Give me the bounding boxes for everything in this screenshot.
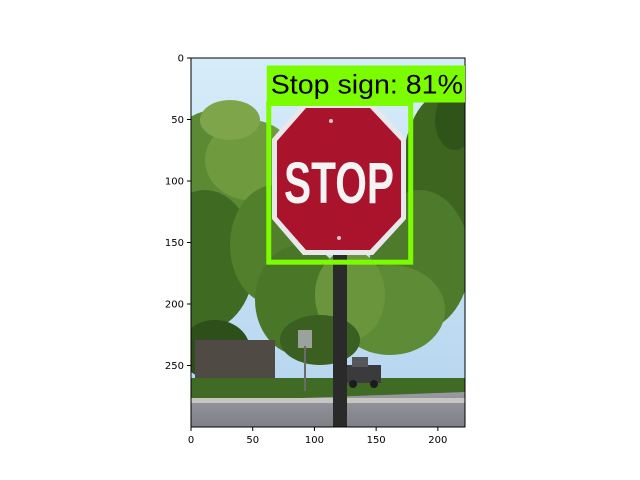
x-tick-label: 0 <box>188 435 194 446</box>
stop-sign-text: STOP <box>284 151 394 216</box>
small-sign <box>298 330 312 348</box>
axis-ticks: 0 50 100 150 200 0 50 100 150 200 250 <box>165 54 447 447</box>
truck <box>345 357 381 388</box>
y-tick-label: 50 <box>171 115 184 126</box>
detection: Stop sign: 81% <box>266 65 465 265</box>
detection-label: Stop sign: 81% <box>271 70 463 100</box>
detection-box <box>266 101 414 265</box>
x-tick-label: 100 <box>305 435 324 446</box>
curb <box>191 398 465 403</box>
x-tick-label: 50 <box>246 435 259 446</box>
x-tick-label: 150 <box>367 435 386 446</box>
y-tick-label: 0 <box>178 54 184 65</box>
detection-label-background <box>266 65 465 103</box>
y-tick-label: 250 <box>165 361 184 372</box>
y-tick-label: 150 <box>165 238 184 249</box>
y-tick-label: 100 <box>165 177 184 188</box>
photo: STOP <box>191 58 465 427</box>
sign-post <box>333 245 347 427</box>
y-tick-label: 200 <box>165 300 184 311</box>
house <box>195 340 275 382</box>
stop-sign: STOP <box>272 103 406 255</box>
x-tick-label: 200 <box>428 435 447 446</box>
